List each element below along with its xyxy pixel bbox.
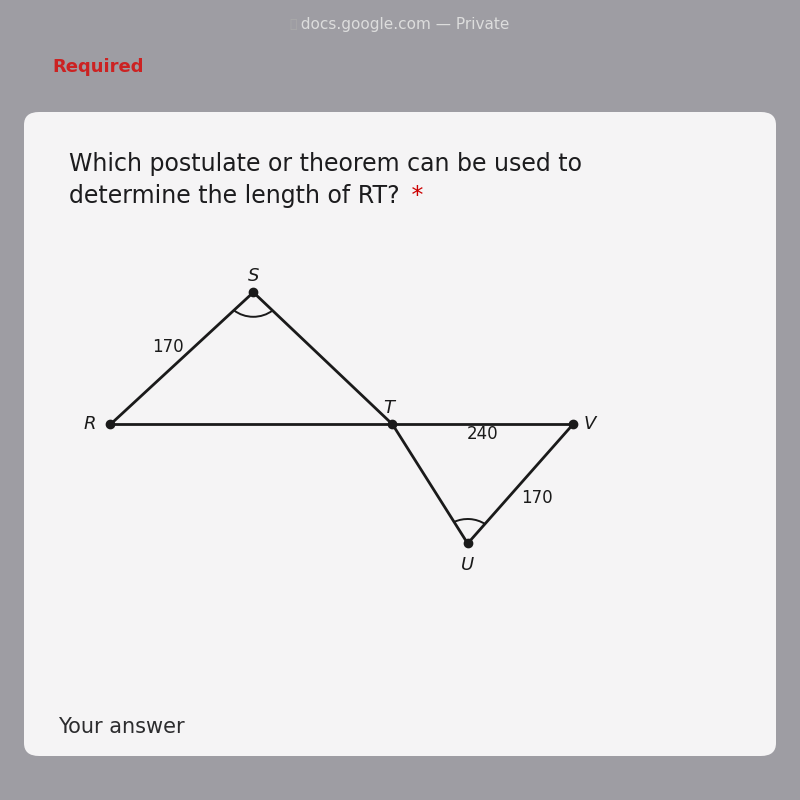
Text: Which postulate or theorem can be used to: Which postulate or theorem can be used t…	[69, 151, 582, 175]
Text: 170: 170	[153, 338, 184, 356]
Text: 🔒: 🔒	[289, 18, 297, 31]
Text: R: R	[83, 415, 96, 434]
Text: Required: Required	[52, 58, 143, 76]
Text: docs.google.com — Private: docs.google.com — Private	[291, 18, 509, 32]
Text: Your answer: Your answer	[58, 717, 185, 737]
Text: *: *	[404, 184, 423, 208]
Text: 170: 170	[521, 490, 553, 507]
Text: T: T	[383, 399, 394, 418]
Text: determine the length of RT?: determine the length of RT?	[69, 184, 400, 208]
Text: U: U	[461, 556, 474, 574]
Text: V: V	[583, 415, 596, 434]
FancyBboxPatch shape	[24, 112, 776, 756]
Text: 240: 240	[467, 425, 498, 443]
Text: S: S	[248, 267, 259, 286]
